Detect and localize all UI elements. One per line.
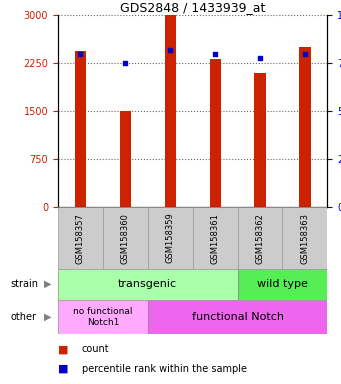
- Text: GSM158359: GSM158359: [166, 213, 175, 263]
- Point: [78, 51, 83, 57]
- Text: no functional
Notch1: no functional Notch1: [73, 307, 133, 326]
- Text: other: other: [10, 312, 36, 322]
- Text: GSM158363: GSM158363: [300, 213, 309, 263]
- Point: [302, 51, 308, 57]
- Bar: [193, 207, 238, 269]
- Bar: [209, 59, 221, 207]
- Text: functional Notch: functional Notch: [192, 312, 284, 322]
- Point: [123, 60, 128, 66]
- Bar: [58, 300, 148, 334]
- Bar: [238, 269, 327, 300]
- Text: transgenic: transgenic: [118, 279, 177, 289]
- Bar: [299, 47, 311, 207]
- Text: count: count: [82, 344, 109, 354]
- Point: [167, 47, 173, 53]
- Text: wild type: wild type: [257, 279, 308, 289]
- Point: [212, 51, 218, 57]
- Bar: [58, 269, 238, 300]
- Bar: [148, 300, 327, 334]
- Bar: [103, 207, 148, 269]
- Bar: [58, 207, 103, 269]
- Bar: [120, 111, 131, 207]
- Text: strain: strain: [10, 279, 38, 289]
- Text: GSM158361: GSM158361: [211, 213, 220, 263]
- Text: GSM158360: GSM158360: [121, 213, 130, 263]
- Bar: [238, 207, 282, 269]
- Bar: [148, 207, 193, 269]
- Text: ■: ■: [58, 364, 69, 374]
- Point: [257, 55, 263, 61]
- Text: ▶: ▶: [44, 312, 52, 322]
- Bar: [254, 73, 266, 207]
- Bar: [165, 15, 176, 207]
- Text: ▶: ▶: [44, 279, 52, 289]
- Bar: [282, 207, 327, 269]
- Text: ■: ■: [58, 344, 69, 354]
- Text: GSM158362: GSM158362: [255, 213, 265, 263]
- Text: GSM158357: GSM158357: [76, 213, 85, 263]
- Text: percentile rank within the sample: percentile rank within the sample: [82, 364, 247, 374]
- Bar: [75, 51, 86, 207]
- Title: GDS2848 / 1433939_at: GDS2848 / 1433939_at: [120, 1, 265, 14]
